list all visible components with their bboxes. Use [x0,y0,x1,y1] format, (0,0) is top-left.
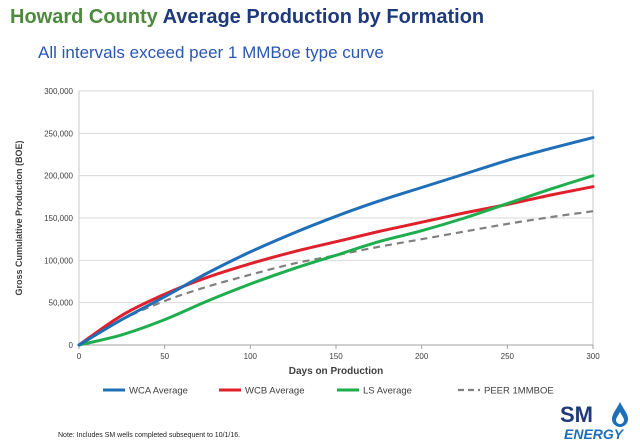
y-tick-label: 200,000 [44,172,73,181]
legend-label: LS Average [363,386,412,397]
page-subtitle: All intervals exceed peer 1 MMBoe type c… [38,43,384,62]
series-line-peer-1mmboe [78,210,594,346]
series-line-ls-average [77,174,595,347]
x-tick-label: 150 [329,352,343,361]
x-tick-label: 50 [160,352,169,361]
logo-energy-text: ENERGY [564,426,625,442]
title-main: Average Production by Formation [162,6,485,28]
legend-label: WCA Average [129,386,188,397]
x-tick-label: 100 [244,352,258,361]
footnote: Note: Includes SM wells completed subseq… [58,432,241,439]
y-tick-label: 0 [69,341,74,350]
x-axis-label: Days on Production [289,366,383,377]
y-tick-label: 300,000 [44,87,73,96]
legend-label: WCB Average [245,386,305,397]
series-line-wca-average [77,136,595,347]
y-tick-label: 50,000 [49,299,74,308]
x-tick-label: 0 [77,352,82,361]
sm-energy-logo: SM ENERGY [560,402,628,442]
page-title: Howard County Average Production by Form… [10,6,484,29]
y-axis-label: Gross Cumulative Production (BOE) [14,140,24,295]
y-tick-label: 250,000 [44,129,73,138]
y-tick-label: 150,000 [44,214,73,223]
title-county: Howard County [10,6,158,28]
series-line-wcb-average [77,185,595,347]
drop-inner-icon [616,412,624,424]
logo-sm-text: SM [560,402,593,427]
y-tick-label: 100,000 [44,256,73,265]
x-tick-label: 300 [586,352,600,361]
legend-label: PEER 1MMBOE [484,386,554,397]
x-tick-label: 200 [415,352,429,361]
x-tick-label: 250 [501,352,515,361]
